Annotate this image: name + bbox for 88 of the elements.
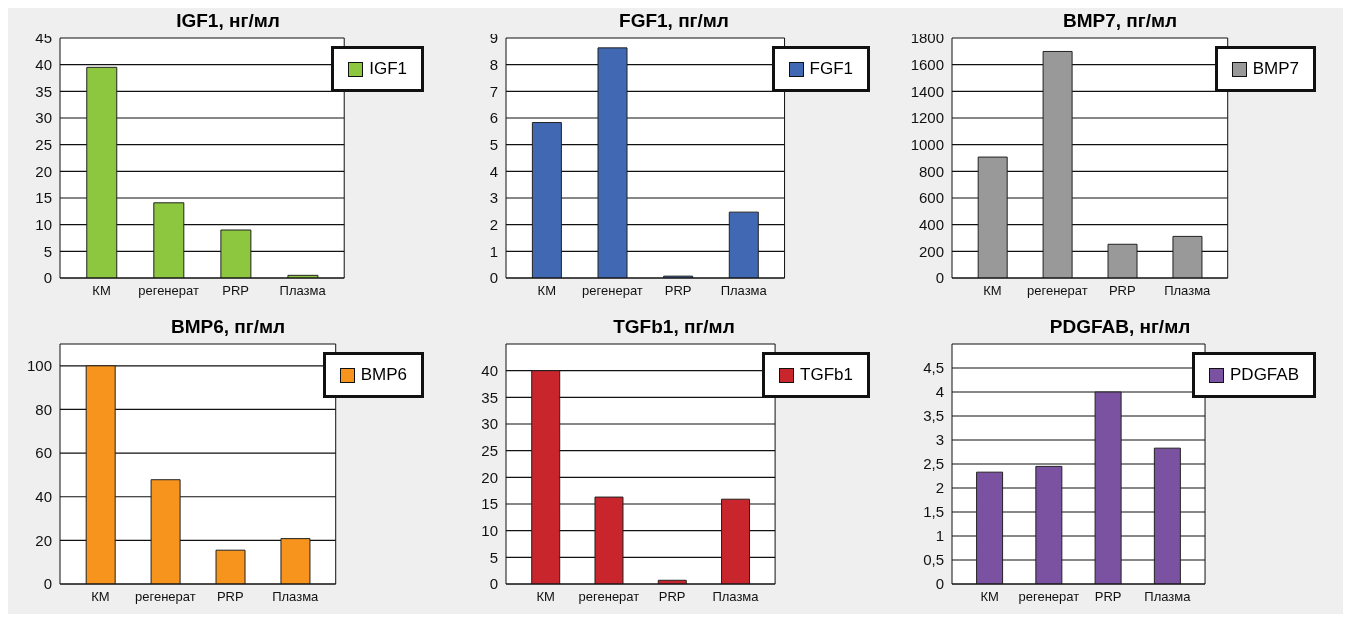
x-tick-label: Плазма <box>720 283 768 299</box>
y-tick-label: 30 <box>35 109 52 127</box>
y-tick-label: 40 <box>35 55 52 73</box>
y-tick-label: 4 <box>935 383 944 401</box>
x-tick-label: Плазма <box>1164 283 1212 299</box>
y-tick-label: 25 <box>481 441 498 459</box>
y-tick-label: 5 <box>489 548 498 566</box>
x-tick-label: регенерат <box>582 283 643 299</box>
y-tick-label: 80 <box>35 400 52 418</box>
y-tick-label: 8 <box>489 55 498 73</box>
y-tick-label: 1400 <box>910 82 944 100</box>
x-tick-label: КМ <box>91 589 110 605</box>
y-tick-label: 0 <box>935 575 944 593</box>
y-tick-label: 60 <box>35 444 52 462</box>
chart-title: PDGFAB, нг/мл <box>1048 315 1192 339</box>
y-tick-label: 20 <box>35 531 52 549</box>
y-tick-label: 1 <box>935 527 944 545</box>
y-tick-label: 15 <box>481 495 498 513</box>
y-tick-label: 35 <box>481 388 498 406</box>
y-tick-label: 20 <box>481 468 498 486</box>
y-tick-label: 5 <box>489 135 498 153</box>
x-tick-label: регенерат <box>135 589 196 605</box>
y-tick-label: 3 <box>489 189 498 207</box>
x-tick-label: PRP <box>664 283 692 299</box>
x-tick-label: PRP <box>222 283 249 299</box>
y-tick-label: 30 <box>481 415 498 433</box>
y-tick-label: 1200 <box>910 109 944 127</box>
legend-label: IGF1 <box>369 59 407 79</box>
y-tick-label: 3,5 <box>923 407 944 425</box>
chart-title: IGF1, нг/мл <box>176 10 280 31</box>
chart-title: BMP7, пг/мл <box>1062 10 1178 31</box>
x-tick-label: КМ <box>536 589 555 605</box>
y-tick-label: 40 <box>481 361 498 379</box>
y-tick-label: 0 <box>43 269 52 287</box>
x-tick-label: КМ <box>980 589 999 605</box>
y-tick-label: 0 <box>43 575 52 593</box>
y-tick-label: 4,5 <box>923 359 944 377</box>
x-tick-label: регенерат <box>1018 589 1080 605</box>
chart-title: FGF1, пг/мл <box>619 10 729 31</box>
legend-label: TGFb1 <box>800 365 853 385</box>
chart-title: TGFb1, пг/мл <box>612 315 736 339</box>
y-tick-label: 0 <box>489 269 498 287</box>
y-tick-label: 1 <box>489 242 498 260</box>
y-tick-label: 10 <box>35 215 52 233</box>
x-tick-label: Плазма <box>1144 589 1192 605</box>
y-tick-label: 3 <box>935 431 944 449</box>
y-tick-label: 0 <box>489 575 498 593</box>
y-tick-label: 1000 <box>910 135 944 153</box>
x-tick-label: регенерат <box>1027 283 1088 299</box>
legend-label: BMP7 <box>1252 59 1299 79</box>
y-tick-label: 25 <box>35 135 52 153</box>
y-tick-label: 10 <box>481 521 498 539</box>
y-tick-label: 0 <box>935 269 944 287</box>
y-tick-label: 1600 <box>910 55 944 73</box>
y-tick-label: 5 <box>43 242 52 260</box>
y-tick-label: 2 <box>935 479 944 497</box>
y-tick-label: 200 <box>918 242 944 260</box>
x-tick-label: Плазма <box>279 283 327 299</box>
x-tick-label: КМ <box>92 283 111 299</box>
legend-label: PDGFAB <box>1230 365 1299 385</box>
x-tick-label: PRP <box>658 589 686 605</box>
y-tick-label: 600 <box>918 189 944 207</box>
y-tick-label: 15 <box>35 189 52 207</box>
y-tick-label: 800 <box>918 162 944 180</box>
chart-title: BMP6, пг/мл <box>169 315 287 339</box>
x-tick-label: регенерат <box>578 589 640 605</box>
x-tick-label: КМ <box>983 283 1002 299</box>
y-tick-label: 40 <box>35 488 52 506</box>
y-tick-label: 100 <box>26 357 52 375</box>
x-tick-label: PRP <box>216 589 244 605</box>
x-tick-label: регенерат <box>138 283 199 299</box>
y-tick-label: 4 <box>489 162 498 180</box>
y-tick-label: 1,5 <box>923 503 944 521</box>
y-tick-label: 2 <box>489 215 498 233</box>
y-tick-label: 20 <box>35 162 52 180</box>
x-tick-label: КМ <box>537 283 557 299</box>
y-tick-label: 2,5 <box>923 455 944 473</box>
legend-label: BMP6 <box>360 365 407 385</box>
y-tick-label: 0,5 <box>923 551 944 569</box>
y-tick-label: 35 <box>35 82 52 100</box>
x-tick-label: Плазма <box>272 589 320 605</box>
x-tick-label: Плазма <box>712 589 760 605</box>
x-tick-label: PRP <box>1108 283 1136 299</box>
legend-label: FGF1 <box>809 59 853 79</box>
y-tick-label: 7 <box>489 82 498 100</box>
x-tick-label: PRP <box>1094 589 1122 605</box>
y-tick-label: 6 <box>489 109 498 127</box>
y-tick-label: 400 <box>918 215 944 233</box>
